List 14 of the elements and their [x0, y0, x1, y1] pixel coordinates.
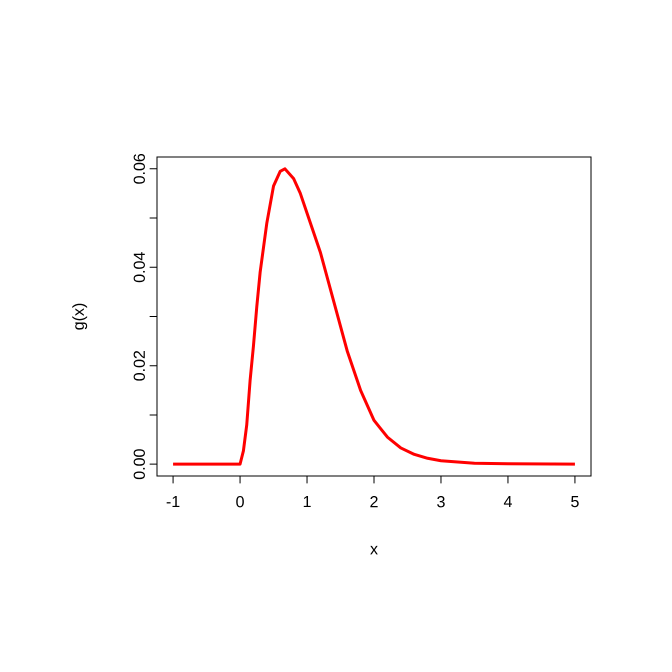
y-tick-label: 0.02	[134, 350, 145, 381]
x-tick-label: 2	[370, 496, 378, 508]
line-series	[172, 167, 576, 466]
x-tick-label: 4	[504, 496, 512, 508]
x-tick-label: 1	[304, 496, 311, 508]
x-tick-label: -1	[166, 496, 180, 508]
y-axis-title: g(x)	[72, 304, 88, 330]
y-tick-label: 0.00	[134, 449, 145, 480]
x-tick-label: 3	[437, 496, 445, 508]
x-tick-label: 5	[571, 496, 579, 508]
y-tick-label: 0.06	[134, 154, 145, 184]
x-tick-label: 0	[236, 496, 244, 508]
y-tick-label: 0.04	[134, 252, 145, 282]
x-axis-title: x	[370, 546, 378, 554]
